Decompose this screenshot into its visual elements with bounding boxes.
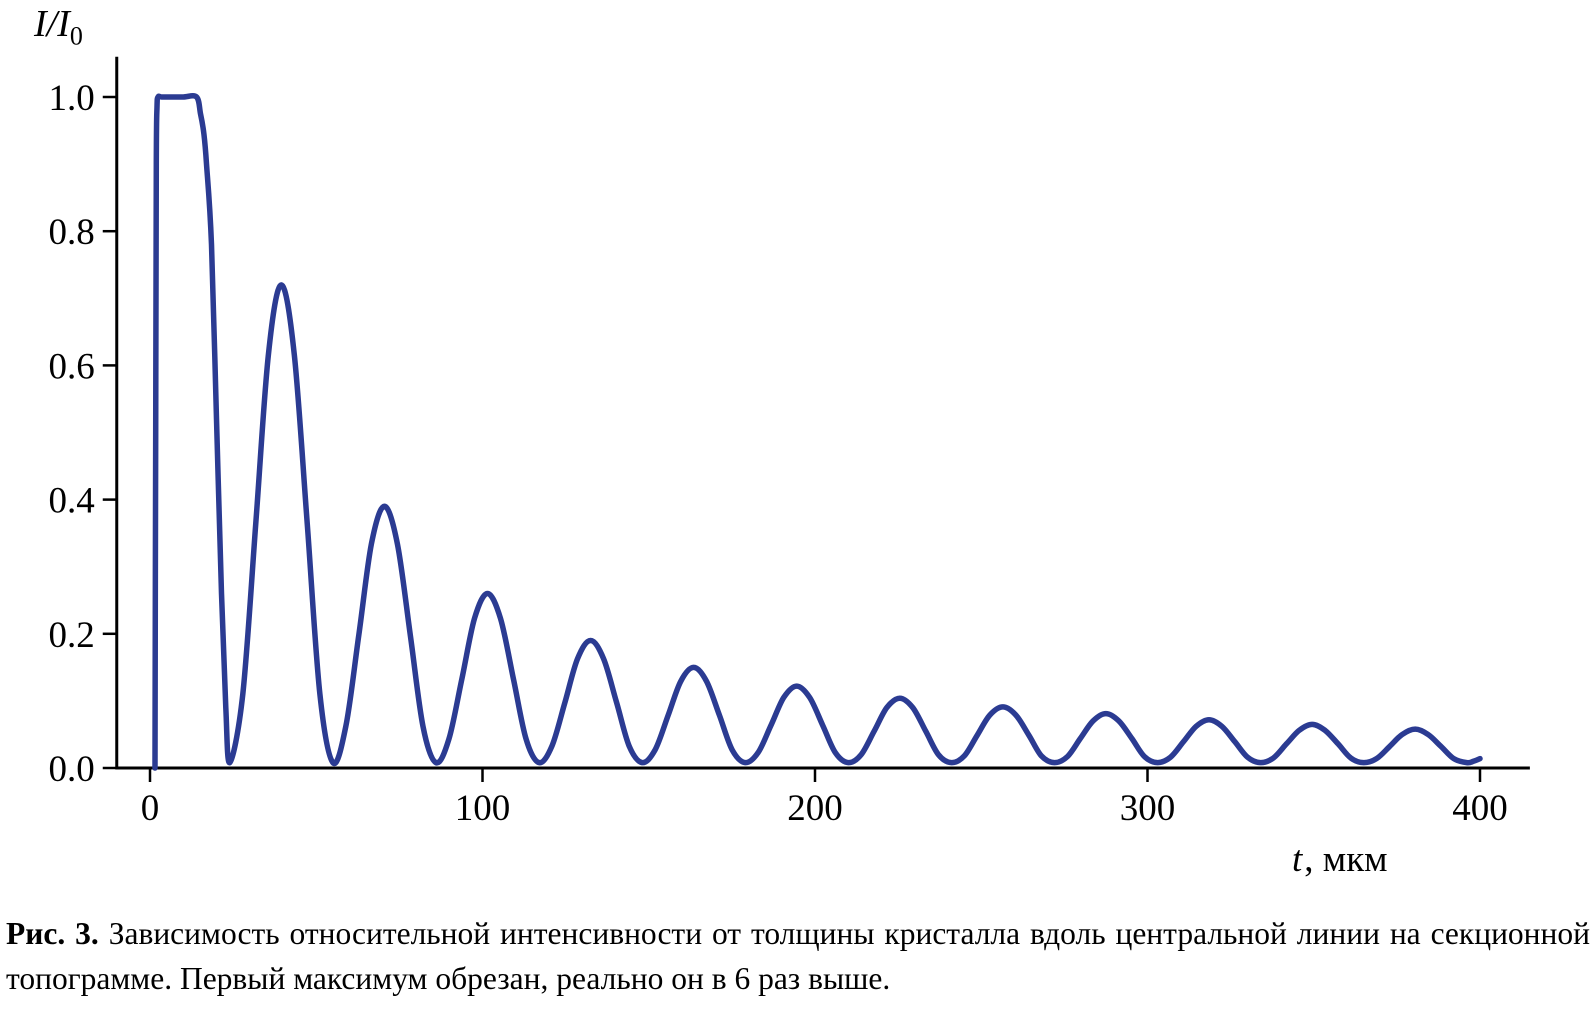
y-tick-label: 0.4 xyxy=(49,481,95,522)
y-tick-label: 0.8 xyxy=(49,212,95,253)
x-axis-title-unit: , мкм xyxy=(1304,839,1388,880)
intensity-chart: 0 100 200 300 400 0.0 0.2 0.4 0.6 0.8 1.0 xyxy=(49,56,1530,829)
y-tick-label: 1.0 xyxy=(49,78,95,119)
y-tick-label: 0.2 xyxy=(49,615,95,656)
y-axis-title-subscript: 0 xyxy=(69,21,83,51)
x-tick-label: 200 xyxy=(787,788,843,829)
x-tick-label: 300 xyxy=(1120,788,1176,829)
x-axis-title-variable: t xyxy=(1292,839,1303,880)
y-tick-label: 0.6 xyxy=(49,346,95,387)
figure-caption-text: Зависимость относительной интенсивности … xyxy=(6,916,1591,996)
x-tick-label: 100 xyxy=(455,788,511,829)
y-axis-title-text: I/I xyxy=(34,3,70,45)
intensity-curve xyxy=(152,93,1483,771)
y-tick-label: 0.0 xyxy=(49,749,95,790)
x-tick-label: 400 xyxy=(1452,788,1508,829)
x-axis-title: t, мкм xyxy=(1292,838,1388,881)
x-tick-label: 0 xyxy=(141,788,160,829)
y-axis-title: I/I0 xyxy=(34,2,83,52)
figure-caption-label: Рис. 3. xyxy=(6,916,99,951)
figure-caption: Рис. 3. Зависимость относительной интенс… xyxy=(6,912,1590,1001)
